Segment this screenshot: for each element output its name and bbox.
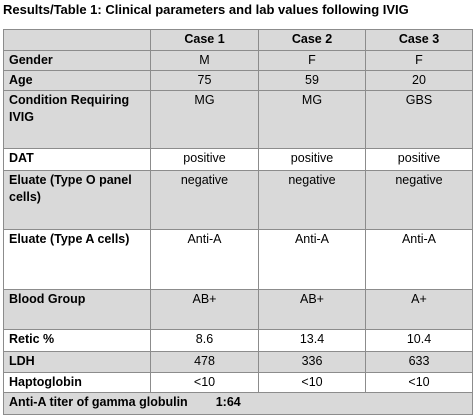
cell-case-3: negative: [365, 170, 473, 230]
row-condition: Condition Requiring IVIG MG MG GBS: [3, 90, 473, 149]
row-label: Eluate (Type O panel cells): [3, 170, 151, 230]
row-label: Gender: [3, 50, 151, 71]
row-gender: Gender M F F: [3, 50, 473, 71]
table-title: Results/Table 1: Clinical parameters and…: [3, 2, 409, 17]
row-age: Age 75 59 20: [3, 70, 473, 91]
results-table: Case 1 Case 2 Case 3 Gender M F F Age 75…: [3, 29, 473, 415]
cell-case-1: 75: [150, 70, 259, 91]
cell-case-2: negative: [258, 170, 366, 230]
cell-case-3: 10.4: [365, 329, 473, 352]
cell-case-3: A+: [365, 289, 473, 330]
cell-case-3: F: [365, 50, 473, 71]
cell-case-3: GBS: [365, 90, 473, 149]
footer-value: 1:64: [215, 395, 241, 409]
row-footer: Anti-A titer of gamma globulin 1:64: [3, 392, 473, 415]
cell-case-2: 336: [258, 351, 366, 373]
cell-case-1: 478: [150, 351, 259, 373]
row-label: Retic %: [3, 329, 151, 352]
row-label: Age: [3, 70, 151, 91]
row-label: Condition Requiring IVIG: [3, 90, 151, 149]
cell-case-2: MG: [258, 90, 366, 149]
row-retic: Retic % 8.6 13.4 10.4: [3, 329, 473, 352]
row-label: Eluate (Type A cells): [3, 229, 151, 290]
cell-case-2: AB+: [258, 289, 366, 330]
cell-case-2: 13.4: [258, 329, 366, 352]
row-label: DAT: [3, 148, 151, 171]
row-label: LDH: [3, 351, 151, 373]
cell-case-3: positive: [365, 148, 473, 171]
cell-case-1: negative: [150, 170, 259, 230]
cell-case-3: 20: [365, 70, 473, 91]
cell-case-1: M: [150, 50, 259, 71]
cell-case-2: Anti-A: [258, 229, 366, 290]
row-label: Haptoglobin: [3, 372, 151, 393]
cell-case-3: <10: [365, 372, 473, 393]
header-case-3: Case 3: [365, 29, 473, 51]
cell-case-3: Anti-A: [365, 229, 473, 290]
footer-label: Anti-A titer of gamma globulin: [9, 395, 188, 409]
cell-case-3: 633: [365, 351, 473, 373]
cell-case-1: MG: [150, 90, 259, 149]
header-row: Case 1 Case 2 Case 3: [3, 29, 473, 51]
header-empty-cell: [3, 29, 151, 51]
row-haptoglobin: Haptoglobin <10 <10 <10: [3, 372, 473, 393]
row-ldh: LDH 478 336 633: [3, 351, 473, 373]
cell-case-2: <10: [258, 372, 366, 393]
row-eluate-type-o: Eluate (Type O panel cells) negative neg…: [3, 170, 473, 230]
cell-case-1: positive: [150, 148, 259, 171]
cell-case-1: AB+: [150, 289, 259, 330]
cell-case-1: Anti-A: [150, 229, 259, 290]
footer-cell: Anti-A titer of gamma globulin 1:64: [3, 392, 473, 415]
row-dat: DAT positive positive positive: [3, 148, 473, 171]
row-blood-group: Blood Group AB+ AB+ A+: [3, 289, 473, 330]
cell-case-2: 59: [258, 70, 366, 91]
header-case-1: Case 1: [150, 29, 259, 51]
cell-case-1: 8.6: [150, 329, 259, 352]
row-eluate-type-a: Eluate (Type A cells) Anti-A Anti-A Anti…: [3, 229, 473, 290]
cell-case-2: F: [258, 50, 366, 71]
header-case-2: Case 2: [258, 29, 366, 51]
cell-case-2: positive: [258, 148, 366, 171]
cell-case-1: <10: [150, 372, 259, 393]
row-label: Blood Group: [3, 289, 151, 330]
